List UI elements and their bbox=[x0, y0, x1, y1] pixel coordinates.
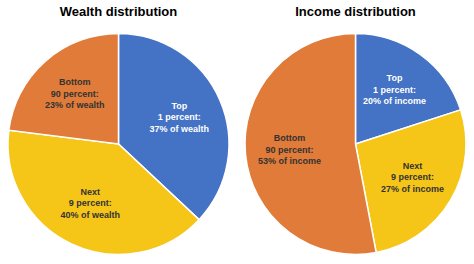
chart-canvas: Wealth distributionTop1 percent:37% of w… bbox=[0, 0, 474, 264]
pie-slice bbox=[8, 130, 199, 254]
slice-label-line: 40% of wealth bbox=[61, 210, 121, 220]
slice-label-line: Top bbox=[171, 101, 187, 111]
slice-label-line: 90 percent: bbox=[265, 145, 313, 155]
slice-label-line: 23% of wealth bbox=[45, 100, 105, 110]
slice-label-line: 9 percent: bbox=[69, 198, 112, 208]
slice-label-line: 27% of income bbox=[381, 184, 444, 194]
slice-label-line: 53% of income bbox=[258, 156, 321, 166]
pie-slice bbox=[245, 34, 376, 255]
chart-title: Wealth distribution bbox=[60, 4, 178, 19]
slice-label-line: Bottom bbox=[59, 77, 91, 87]
slice-label: Bottom 90 percent:53% of income bbox=[258, 133, 321, 166]
pie: Top1 percent: 37% of wealth Next9 percent:… bbox=[8, 34, 229, 255]
slice-label: Bottom 90 percent:23% of wealth bbox=[45, 77, 105, 110]
slice-label-line: 9 percent: bbox=[391, 172, 434, 182]
slice-label-line: Bottom bbox=[274, 133, 306, 143]
pie-panel: Income distribution Top 1 percent:20% of i… bbox=[245, 4, 466, 255]
slice-label-line: 37% of wealth bbox=[150, 124, 210, 134]
slice-label: Next9 percent: 27% of income bbox=[381, 161, 444, 194]
pie: Top 1 percent:20% of income Next9 percent:… bbox=[245, 34, 466, 255]
slice-label-line: Top bbox=[387, 73, 403, 83]
slice-label: Next9 percent: 40% of wealth bbox=[61, 187, 121, 220]
slice-label-line: Next bbox=[403, 161, 423, 171]
pie-slice bbox=[9, 34, 119, 145]
slice-label-line: Next bbox=[81, 187, 101, 197]
slice-label: Top1 percent: 37% of wealth bbox=[150, 101, 210, 134]
slice-label-line: 90 percent: bbox=[51, 89, 99, 99]
slice-label: Top 1 percent:20% of income bbox=[363, 73, 426, 106]
slice-label-line: 1 percent: bbox=[373, 85, 416, 95]
chart-title: Income distribution bbox=[295, 4, 416, 19]
slice-label-line: 1 percent: bbox=[158, 112, 201, 122]
pie-panel: Wealth distribution Top1 percent: 37% of w… bbox=[8, 4, 229, 254]
slice-label-line: 20% of income bbox=[363, 96, 426, 106]
